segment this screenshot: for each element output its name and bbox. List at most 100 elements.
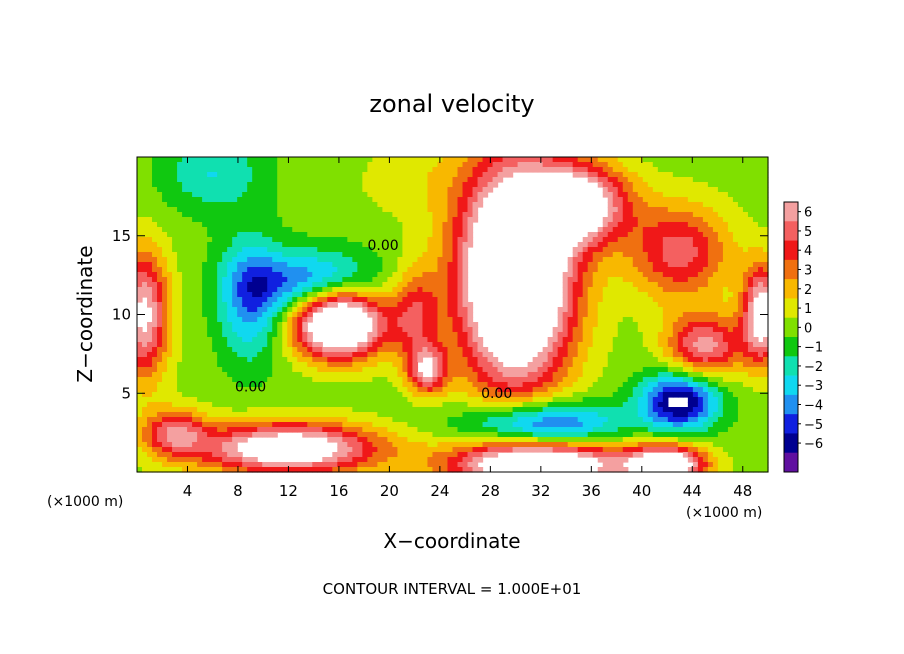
heat-cell <box>667 272 674 278</box>
heat-cell <box>432 252 439 258</box>
heat-cell <box>577 297 584 303</box>
heat-cell <box>332 187 338 193</box>
heat-cell <box>457 207 464 213</box>
heat-cell <box>282 362 288 368</box>
heat-cell <box>387 342 394 348</box>
heat-cell <box>342 252 348 258</box>
heat-cell <box>177 317 183 323</box>
heat-cell <box>607 227 614 233</box>
heat-cell <box>712 327 719 333</box>
heat-cell <box>607 177 614 183</box>
heat-cell <box>697 207 704 213</box>
heat-cell <box>307 177 313 183</box>
heat-cell <box>567 372 574 378</box>
heat-cell <box>137 292 143 298</box>
heat-cell <box>332 372 338 378</box>
heat-cell <box>167 332 173 338</box>
heat-cell <box>327 217 333 223</box>
heat-cell <box>437 202 444 208</box>
heat-cell <box>142 187 148 193</box>
heat-cell <box>607 297 614 303</box>
heat-cell <box>387 327 394 333</box>
heat-cell <box>262 277 268 283</box>
heat-cell <box>247 227 253 233</box>
heat-cell <box>712 162 719 168</box>
heat-cell <box>217 202 223 208</box>
heat-cell <box>392 257 399 263</box>
heat-cell <box>162 167 168 173</box>
heat-cell <box>622 322 629 328</box>
heat-cell <box>217 362 223 368</box>
heat-cell <box>342 297 348 303</box>
heat-cell <box>662 272 669 278</box>
heat-cell <box>227 227 233 233</box>
heat-cell <box>232 167 238 173</box>
heat-cell <box>247 262 253 268</box>
heat-cell <box>657 272 664 278</box>
heat-cell <box>227 307 233 313</box>
heat-cell <box>737 247 744 253</box>
heat-cell <box>757 287 764 293</box>
heat-cell <box>702 157 709 163</box>
heat-cell <box>272 272 278 278</box>
heat-cell <box>322 287 328 293</box>
heat-cell <box>652 242 659 248</box>
heat-cell <box>727 352 734 358</box>
heat-cell <box>642 202 649 208</box>
heat-cell <box>137 332 143 338</box>
heat-cell <box>212 212 218 218</box>
heat-cell <box>392 382 399 388</box>
heat-cell <box>657 367 664 373</box>
heat-cell <box>507 377 514 383</box>
heat-cell <box>392 252 399 258</box>
heat-cell <box>252 177 258 183</box>
heat-cell <box>267 317 273 323</box>
heat-cell <box>417 372 424 378</box>
heat-cell <box>262 357 268 363</box>
heat-cell <box>157 197 163 203</box>
heat-cell <box>647 357 654 363</box>
heat-cell <box>192 182 198 188</box>
heat-cell <box>337 387 343 393</box>
heat-cell <box>552 352 559 358</box>
heat-cell <box>752 192 759 198</box>
heat-cell <box>607 187 614 193</box>
heat-cell <box>367 217 373 223</box>
heat-cell <box>447 162 454 168</box>
heat-cell <box>367 247 373 253</box>
heat-cell <box>177 332 183 338</box>
heat-cell <box>637 282 644 288</box>
heat-cell <box>167 347 173 353</box>
heat-cell <box>177 312 183 318</box>
heat-cell <box>152 252 158 258</box>
heat-cell <box>247 172 253 178</box>
heat-cell <box>702 282 709 288</box>
heat-cell <box>407 187 414 193</box>
heat-cell <box>617 307 624 313</box>
heat-cell <box>677 267 684 273</box>
heat-cell <box>612 227 619 233</box>
heat-cell <box>742 307 749 313</box>
heat-cell <box>227 162 233 168</box>
heat-cell <box>757 222 764 228</box>
heat-cell <box>402 212 409 218</box>
heat-cell <box>142 287 148 293</box>
heat-cell <box>452 162 459 168</box>
heat-cell <box>272 197 278 203</box>
heat-cell <box>182 372 188 378</box>
heat-cell <box>217 372 223 378</box>
heat-cell <box>272 282 278 288</box>
heat-cell <box>402 307 409 313</box>
heat-cell <box>187 217 193 223</box>
heat-cell <box>197 337 203 343</box>
heat-cell <box>727 277 734 283</box>
heat-cell <box>542 157 549 163</box>
heat-cell <box>232 242 238 248</box>
heat-cell <box>587 342 594 348</box>
heat-cell <box>307 357 313 363</box>
heat-cell <box>737 302 744 308</box>
heat-cell <box>687 182 694 188</box>
heat-cell <box>232 212 238 218</box>
heat-cell <box>697 237 704 243</box>
heat-cell <box>282 167 288 173</box>
